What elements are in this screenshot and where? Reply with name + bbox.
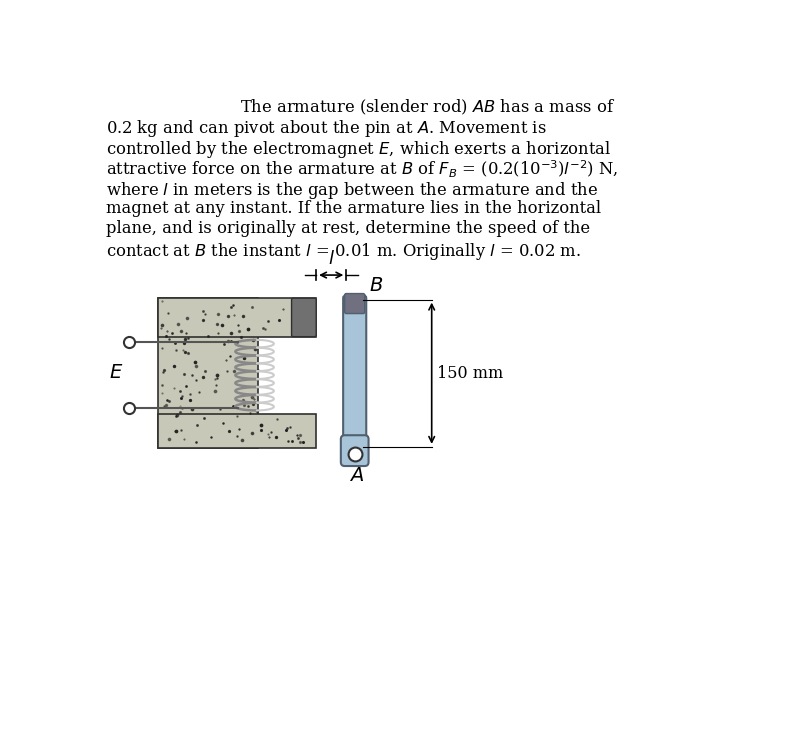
Bar xyxy=(159,298,316,336)
Text: $B$: $B$ xyxy=(369,277,383,295)
Bar xyxy=(159,413,316,449)
Text: $E$: $E$ xyxy=(109,364,123,382)
FancyBboxPatch shape xyxy=(341,435,368,466)
Text: plane, and is originally at rest, determine the speed of the: plane, and is originally at rest, determ… xyxy=(106,221,590,237)
FancyBboxPatch shape xyxy=(292,298,316,336)
Bar xyxy=(159,298,259,449)
Text: controlled by the electromagnet $E$, which exerts a horizontal: controlled by the electromagnet $E$, whi… xyxy=(106,139,611,160)
FancyBboxPatch shape xyxy=(345,293,365,314)
Text: 0.2 kg and can pivot about the pin at $A$. Movement is: 0.2 kg and can pivot about the pin at $A… xyxy=(106,118,547,139)
Text: $l$: $l$ xyxy=(327,250,335,268)
Text: contact at $B$ the instant $l$ = 0.01 m. Originally $l$ = 0.02 m.: contact at $B$ the instant $l$ = 0.01 m.… xyxy=(106,241,581,262)
Text: The armature (slender rod) $AB$ has a mass of: The armature (slender rod) $AB$ has a ma… xyxy=(240,98,615,117)
Text: 150 mm: 150 mm xyxy=(437,365,503,382)
Text: magnet at any instant. If the armature lies in the horizontal: magnet at any instant. If the armature l… xyxy=(106,200,601,217)
FancyBboxPatch shape xyxy=(343,295,366,443)
Text: attractive force on the armature at $B$ of $F_B$ = (0.2(10$^{-3}$)$l^{-2}$) N,: attractive force on the armature at $B$ … xyxy=(106,159,619,180)
Text: $A$: $A$ xyxy=(350,467,365,485)
Text: where $l$ in meters is the gap between the armature and the: where $l$ in meters is the gap between t… xyxy=(106,180,598,201)
